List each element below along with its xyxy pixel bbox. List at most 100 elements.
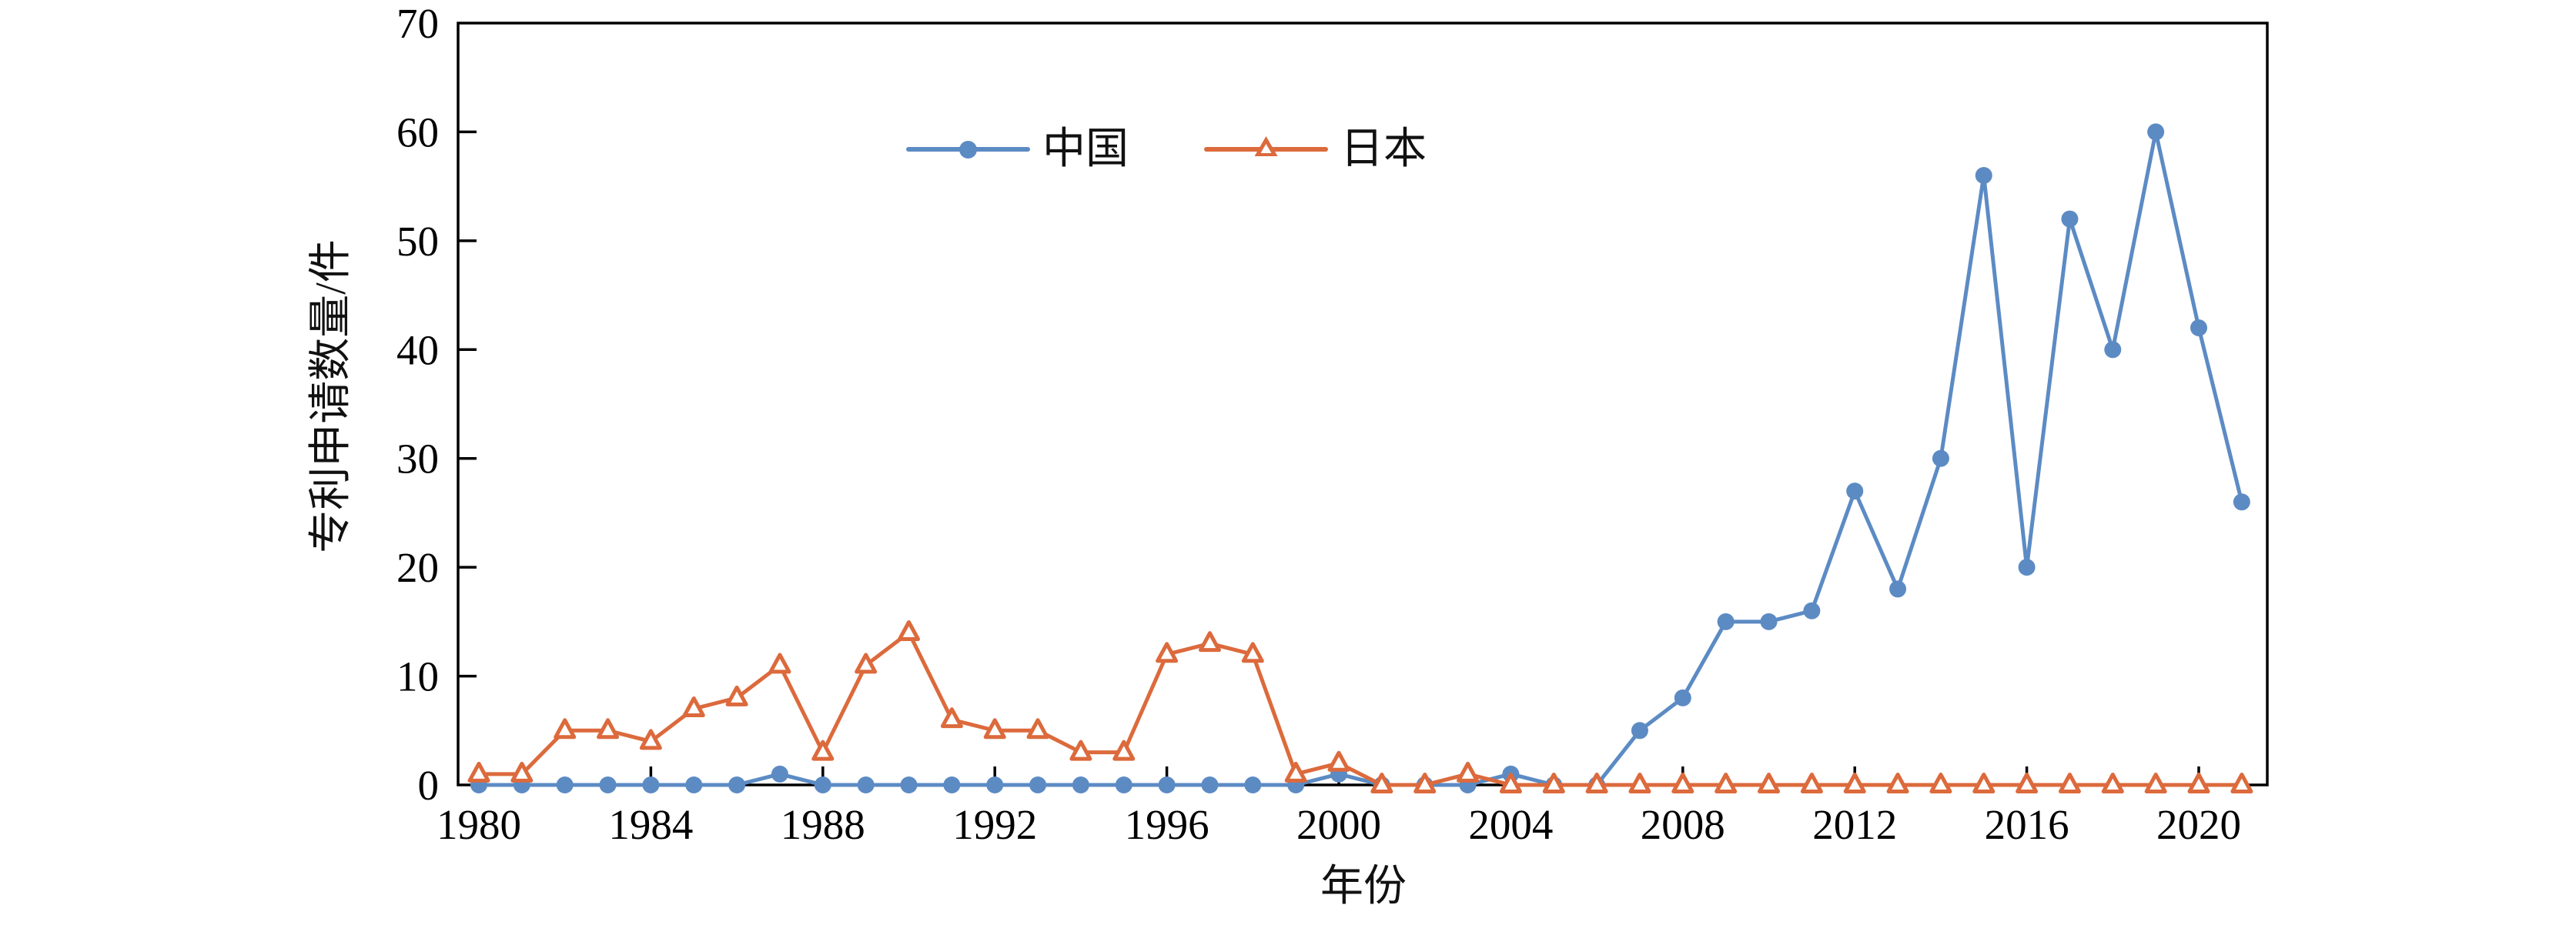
circle-marker-icon bbox=[959, 140, 977, 159]
japan-data-point bbox=[467, 761, 490, 783]
japan-data-point bbox=[1972, 773, 1996, 793]
legend-item-china: 中国 bbox=[906, 128, 1129, 171]
x-tick-label: 2008 bbox=[1641, 801, 1725, 848]
china-data-point bbox=[1803, 602, 1821, 619]
legend-item-japan: 日本 bbox=[1204, 128, 1427, 171]
y-axis-title: 专利申请数量/件 bbox=[307, 239, 355, 553]
x-tick-label: 2004 bbox=[1468, 801, 1553, 848]
japan-data-point bbox=[1758, 773, 1780, 793]
japan-data-point bbox=[2144, 773, 2167, 793]
china-data-point bbox=[2190, 319, 2207, 336]
japan-data-point bbox=[1585, 773, 1608, 793]
x-tick-label: 2012 bbox=[1812, 801, 1897, 848]
china-data-point bbox=[1072, 776, 1089, 793]
japan-data-point bbox=[1628, 773, 1651, 793]
china-data-point bbox=[857, 776, 875, 793]
japan-data-point bbox=[811, 740, 835, 761]
japan-data-point bbox=[855, 653, 878, 674]
japan-data-point bbox=[1112, 740, 1136, 761]
japan-data-point bbox=[2187, 773, 2210, 793]
japan-data-point bbox=[983, 718, 1006, 740]
japan-data-point bbox=[1241, 642, 1264, 663]
china-data-point bbox=[771, 765, 788, 783]
japan-data-point bbox=[1499, 773, 1522, 793]
china-data-point bbox=[900, 776, 918, 793]
japan-data-point bbox=[1886, 773, 1909, 793]
x-tick-label: 1988 bbox=[781, 801, 865, 848]
japan-series-line bbox=[479, 630, 2242, 787]
china-data-point bbox=[1029, 776, 1047, 793]
japan-data-point bbox=[768, 653, 791, 674]
x-tick-label: 2020 bbox=[2156, 801, 2241, 848]
japan-data-point bbox=[1542, 773, 1565, 793]
china-data-point bbox=[2147, 123, 2165, 141]
china-data-point bbox=[556, 776, 574, 793]
japan-data-point bbox=[1715, 773, 1738, 793]
china-data-point bbox=[943, 776, 961, 793]
japan-data-point bbox=[2016, 773, 2039, 793]
y-tick-label: 30 bbox=[396, 436, 439, 483]
china-data-point bbox=[1201, 776, 1219, 793]
china-data-point bbox=[986, 776, 1004, 793]
y-tick-label: 70 bbox=[396, 0, 439, 47]
china-data-point bbox=[685, 776, 703, 793]
japan-data-point bbox=[898, 620, 920, 641]
china-data-point bbox=[1674, 689, 1691, 706]
japan-data-point bbox=[1929, 773, 1952, 793]
japan-data-point bbox=[510, 761, 534, 783]
japan-data-point bbox=[1156, 642, 1179, 663]
japan-data-point bbox=[1843, 773, 1866, 793]
japan-data-point bbox=[2230, 773, 2253, 793]
japan-data-point bbox=[725, 685, 748, 706]
plot-border bbox=[457, 22, 2269, 786]
japan-data-point bbox=[682, 696, 705, 717]
japan-data-point bbox=[940, 707, 963, 729]
china-data-point bbox=[1932, 449, 1949, 467]
triangle-marker-icon bbox=[1254, 136, 1278, 156]
china-data-point bbox=[1760, 613, 1778, 630]
x-tick-label: 1992 bbox=[952, 801, 1037, 848]
china-data-point bbox=[814, 776, 831, 793]
y-tick-label: 10 bbox=[396, 653, 439, 700]
japan-data-point bbox=[1198, 631, 1221, 653]
japan-data-point bbox=[597, 718, 620, 740]
japan-data-point bbox=[1800, 773, 1823, 793]
china-data-point bbox=[2104, 341, 2122, 359]
y-tick-label: 50 bbox=[396, 218, 439, 265]
x-axis-title: 年份 bbox=[1320, 863, 1407, 910]
x-tick-label: 2016 bbox=[1985, 801, 2069, 848]
x-tick-label: 2000 bbox=[1296, 801, 1381, 848]
japan-data-point bbox=[554, 718, 577, 740]
japan-data-point bbox=[1413, 773, 1437, 793]
japan-data-point bbox=[2101, 773, 2124, 793]
legend-label-china: 中国 bbox=[1042, 125, 1129, 173]
china-data-point bbox=[1115, 776, 1132, 793]
japan-data-point bbox=[2058, 773, 2081, 793]
x-tick-label: 1980 bbox=[437, 801, 521, 848]
japan-data-point bbox=[1026, 718, 1049, 740]
china-data-point bbox=[1244, 776, 1262, 793]
japan-data-point bbox=[1457, 761, 1480, 783]
china-data-point bbox=[2233, 493, 2250, 511]
y-tick-label: 20 bbox=[396, 544, 439, 591]
china-data-point bbox=[642, 776, 660, 793]
japan-data-point bbox=[1671, 773, 1694, 793]
china-data-point bbox=[1717, 613, 1735, 630]
china-data-point bbox=[2018, 559, 2036, 576]
y-tick-label: 0 bbox=[418, 762, 440, 809]
legend-label-japan: 日本 bbox=[1340, 125, 1427, 173]
japan-data-point bbox=[1327, 750, 1350, 772]
x-tick-label: 1984 bbox=[608, 801, 693, 848]
japan-data-point bbox=[1069, 740, 1092, 761]
china-line-sample bbox=[906, 140, 1030, 159]
china-data-point bbox=[1846, 483, 1864, 500]
legend: 中国 日本 bbox=[906, 125, 1427, 173]
china-data-point bbox=[599, 776, 617, 793]
y-tick-label: 60 bbox=[396, 109, 439, 155]
china-data-point bbox=[728, 776, 746, 793]
y-tick-label: 40 bbox=[396, 326, 439, 373]
china-data-point bbox=[1889, 580, 1907, 598]
china-series-line bbox=[479, 129, 2244, 787]
